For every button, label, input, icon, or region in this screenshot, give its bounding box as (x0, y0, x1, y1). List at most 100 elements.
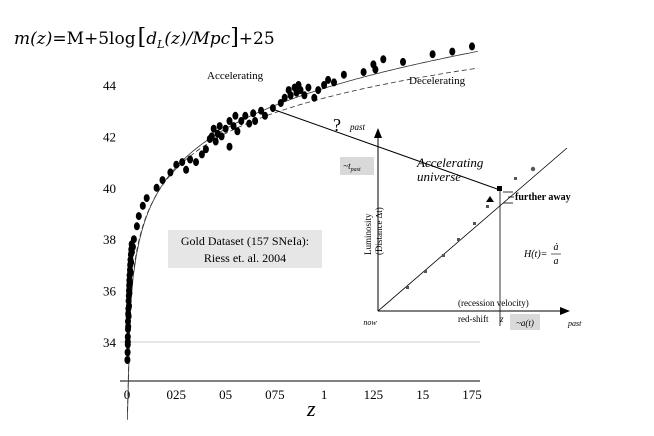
data-point (124, 338, 131, 346)
past-right-label: past (567, 319, 582, 328)
data-point (230, 122, 237, 131)
x-tick-label: 175 (462, 387, 482, 402)
t-past-main: ~t (343, 161, 351, 171)
data-point (159, 176, 166, 185)
data-point (133, 222, 140, 231)
inset-triangle (486, 196, 494, 202)
main-plot: 34 36 38 40 42 44 0 025 05 075 1 125 15 175 z (103, 42, 482, 421)
data-point (129, 242, 136, 251)
hubble-denominator: a (554, 256, 559, 267)
data-point (226, 142, 233, 151)
data-point (135, 212, 142, 221)
gold-dataset-box: Gold Dataset (157 SNeIa): Riess et. al. … (168, 230, 322, 268)
a-t-badge: ~a(t) (510, 314, 540, 330)
svg-text:~tpast: ~tpast (343, 161, 361, 173)
inset-point (486, 205, 489, 208)
data-point (124, 348, 131, 357)
inset-point (424, 270, 427, 273)
x-tick-label: 1 (321, 387, 328, 402)
data-point (210, 124, 217, 133)
x-tick-label: 05 (219, 387, 232, 402)
data-point (179, 158, 186, 167)
y-tick-label: 34 (103, 335, 117, 350)
data-point (238, 117, 245, 125)
data-point (126, 302, 132, 310)
inset-z-label: z (499, 314, 504, 324)
data-point (212, 137, 219, 146)
data-point (269, 104, 276, 113)
data-point (281, 93, 288, 102)
data-point (325, 75, 332, 84)
inset-past-top: past (349, 122, 366, 132)
data-point (127, 268, 134, 277)
question-mark: ? (333, 115, 341, 135)
data-point (143, 194, 150, 203)
hubble-formula: H(t)= ȧ a (523, 242, 561, 267)
data-point (130, 235, 137, 244)
data-point (305, 83, 312, 92)
x-tick-label: 15 (416, 387, 429, 402)
data-point (469, 42, 475, 51)
data-point (246, 119, 253, 128)
inset-point (514, 177, 517, 180)
data-point (400, 57, 406, 66)
data-point (252, 117, 259, 125)
inset-points (406, 166, 536, 289)
gold-dataset-line2: Riess et. al. 2004 (204, 251, 286, 265)
data-point (429, 50, 436, 59)
data-point (258, 106, 265, 115)
x-tick-label: 025 (167, 387, 187, 402)
y-tick-label: 38 (103, 232, 116, 247)
equation-title: m(z)=M+5log[dL(z)/Mpc]+25 (14, 25, 275, 51)
inset-point (530, 166, 536, 172)
data-point (287, 91, 294, 100)
equation-rhs-start: =M+5log (52, 29, 135, 49)
data-point (301, 91, 308, 100)
inset-point (442, 254, 445, 257)
recession-velocity-label: (recession velocity) (458, 298, 529, 308)
y-tick-label: 42 (103, 129, 116, 144)
data-point (250, 109, 257, 118)
data-point (208, 132, 215, 141)
data-point (226, 117, 233, 125)
data-point (126, 278, 133, 287)
equation-sub-l: L (156, 38, 164, 51)
data-point (167, 168, 174, 177)
data-point (125, 322, 132, 331)
inset-point (473, 222, 476, 225)
further-away-label: further away (515, 192, 571, 203)
equation-d: d (146, 29, 157, 49)
hubble-numerator: ȧ (554, 242, 559, 253)
x-tick-label: 125 (364, 387, 384, 402)
data-point (193, 158, 199, 167)
accelerating-universe-line2: universe (417, 169, 461, 184)
y-tick-label: 40 (103, 181, 116, 196)
data-point (380, 55, 387, 64)
supernova-points (124, 42, 475, 364)
data-point (173, 160, 180, 169)
connector-line (274, 109, 501, 191)
data-point (125, 312, 132, 321)
gold-dataset-line1: Gold Dataset (157 SNeIa): (181, 234, 309, 248)
data-point (198, 150, 205, 159)
data-point (187, 155, 194, 164)
data-point (222, 124, 229, 133)
y-tick-label: 44 (103, 78, 117, 93)
data-point (315, 86, 322, 95)
data-point (331, 78, 337, 87)
data-point (372, 65, 379, 74)
x-tick-label: 075 (265, 387, 285, 402)
data-point (234, 127, 241, 136)
now-label: now (363, 318, 377, 327)
data-point (297, 86, 304, 95)
equation-lhs: m(z) (14, 29, 52, 49)
y-tick-label: 36 (103, 284, 117, 299)
data-point (218, 132, 225, 141)
inset-square-marker (497, 186, 502, 191)
accelerating-label: Accelerating (207, 70, 264, 82)
inset-schematic: past ~tpast Luminosity (Distance ∆t) Acc… (340, 122, 582, 330)
x-tick-labels: 0 025 05 075 1 125 15 175 (124, 387, 482, 402)
t-past-badge: ~tpast (340, 157, 374, 175)
data-point (202, 145, 209, 154)
